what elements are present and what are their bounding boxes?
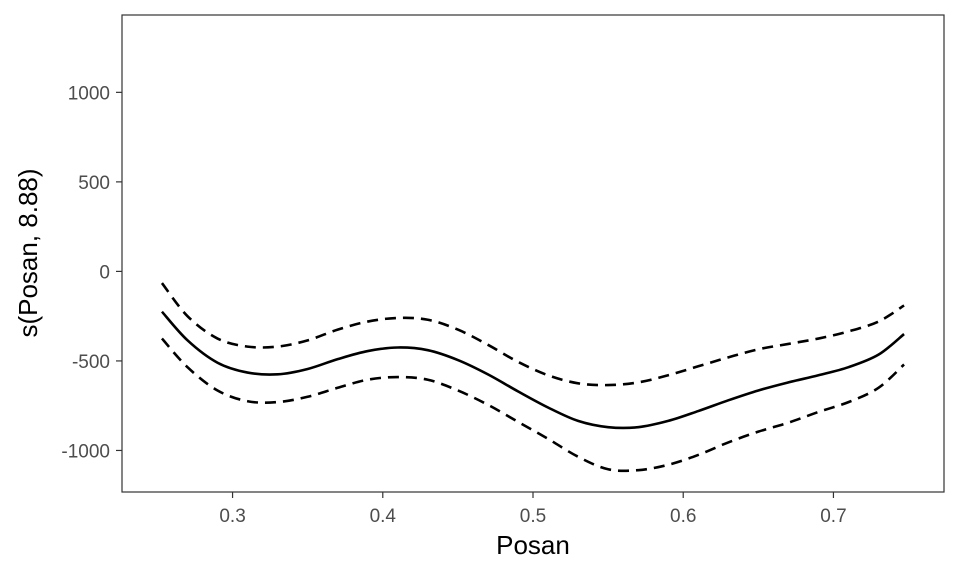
x-tick-label: 0.7 — [820, 506, 846, 527]
y-axis: 1000 500 0 -500 -1000 — [61, 83, 122, 462]
y-tick-label: -1000 — [61, 441, 110, 462]
smooth-estimate-line — [160, 310, 905, 430]
y-tick-label: 1000 — [68, 83, 110, 104]
x-axis-title: Posan — [496, 530, 570, 560]
series-layer — [160, 282, 905, 473]
x-tick-label: 0.3 — [219, 506, 245, 527]
x-tick-label: 0.4 — [370, 506, 397, 527]
x-axis: 0.3 0.4 0.5 0.6 0.7 — [219, 492, 847, 527]
y-axis-title: s(Posan, 8.88) — [13, 168, 43, 337]
upper-confidence-line — [160, 282, 905, 387]
x-tick-label: 0.5 — [520, 506, 546, 527]
x-tick-label: 0.6 — [670, 506, 696, 527]
y-tick-label: -500 — [72, 352, 110, 373]
plot-panel — [121, 14, 945, 493]
y-tick-label: 0 — [99, 262, 110, 283]
y-tick-label: 500 — [78, 173, 110, 194]
